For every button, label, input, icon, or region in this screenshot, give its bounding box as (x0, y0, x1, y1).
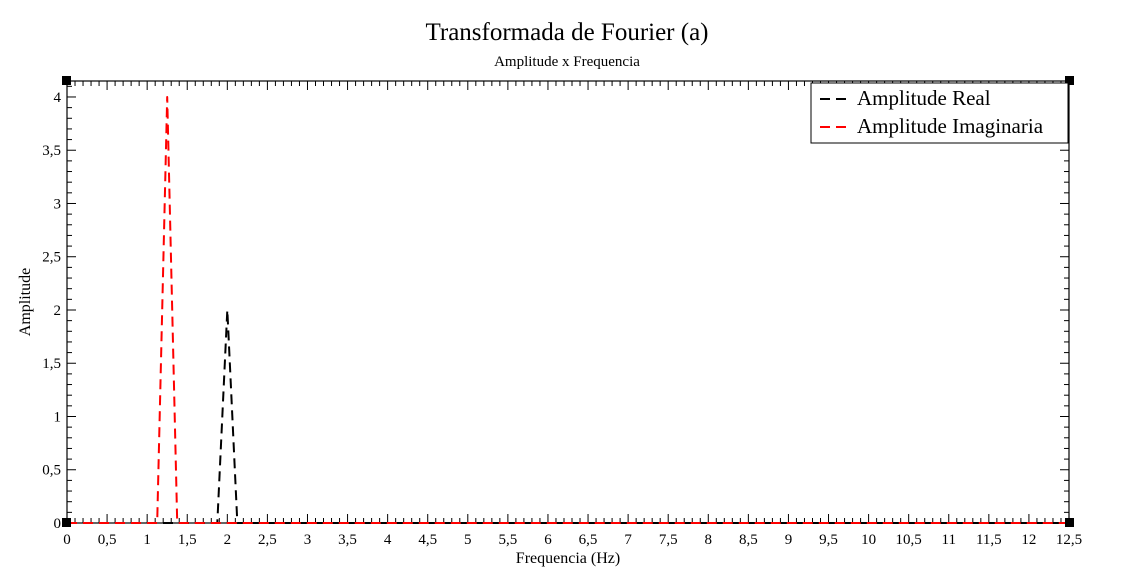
plot-frame (66, 80, 1070, 524)
x-tick-label: 6 (544, 532, 552, 548)
legend-label-real: Amplitude Real (857, 86, 991, 110)
x-tick-label: 1,5 (178, 532, 197, 548)
plot-area: 0 0,5 1 1,5 2 2,5 3 3,5 4 4,5 5 5,5 6 6,5 7 7,5 8 8,5 9 9,5… (42, 76, 1082, 548)
series-lines (67, 95, 1069, 524)
y-tick-label: 3 (54, 196, 62, 212)
x-tick-label: 4,5 (418, 532, 437, 548)
x-tick-label: 11,5 (976, 532, 1002, 548)
corner-handles (62, 76, 1074, 527)
y-tick-label: 0 (54, 516, 62, 532)
series-line-imaginary (67, 95, 1069, 524)
legend: Amplitude Real Amplitude Imaginaria (810, 82, 1069, 144)
corner-handle-top-right[interactable] (1065, 76, 1074, 85)
x-tick-label: 8 (705, 532, 713, 548)
chart-title: Transformada de Fourier (a) (425, 19, 708, 46)
y-tick-label: 0,5 (42, 463, 61, 479)
x-tick-label: 3 (304, 532, 312, 548)
y-tick-label: 3,5 (42, 143, 61, 159)
y-tick-label: 4 (54, 90, 62, 106)
chart-subtitle: Amplitude x Frequencia (494, 54, 640, 70)
corner-handle-top-left[interactable] (62, 76, 71, 85)
x-tick-label: 2,5 (258, 532, 277, 548)
x-tick-label: 12,5 (1056, 532, 1082, 548)
y-tick-label: 1,5 (42, 356, 61, 372)
y-tick-label: 1 (54, 409, 62, 425)
x-tick-label: 5 (464, 532, 472, 548)
corner-handle-bottom-right[interactable] (1065, 518, 1074, 527)
x-tick-label: 3,5 (338, 532, 357, 548)
x-tick-label: 6,5 (579, 532, 598, 548)
x-tick-label: 0,5 (98, 532, 117, 548)
x-tick-label: 10,5 (896, 532, 922, 548)
x-tick-label: 0 (63, 532, 71, 548)
axis-ticks: 0 0,5 1 1,5 2 2,5 3 3,5 4 4,5 5 5,5 6 6,5 7 7,5 8 8,5 9 9,5… (42, 81, 1082, 548)
x-tick-label: 1 (143, 532, 151, 548)
x-tick-label: 2 (224, 532, 232, 548)
x-tick-label: 12 (1021, 532, 1036, 548)
x-tick-label: 4 (384, 532, 392, 548)
y-tick-label: 2 (54, 303, 62, 319)
x-tick-label: 7,5 (659, 532, 678, 548)
y-tick-label: 2,5 (42, 250, 61, 266)
x-axis-label: Frequencia (Hz) (516, 550, 620, 567)
x-tick-label: 5,5 (499, 532, 518, 548)
x-tick-label: 10 (861, 532, 876, 548)
x-tick-label: 9,5 (819, 532, 838, 548)
x-tick-label: 7 (624, 532, 632, 548)
y-axis-label: Amplitude (17, 268, 34, 336)
x-tick-label: 8,5 (739, 532, 758, 548)
corner-handle-bottom-left[interactable] (62, 518, 71, 527)
x-tick-label: 11 (942, 532, 956, 548)
legend-box (810, 82, 1069, 144)
x-tick-label: 9 (785, 532, 793, 548)
series-line-real (67, 308, 1069, 524)
legend-label-imag: Amplitude Imaginaria (857, 114, 1044, 138)
